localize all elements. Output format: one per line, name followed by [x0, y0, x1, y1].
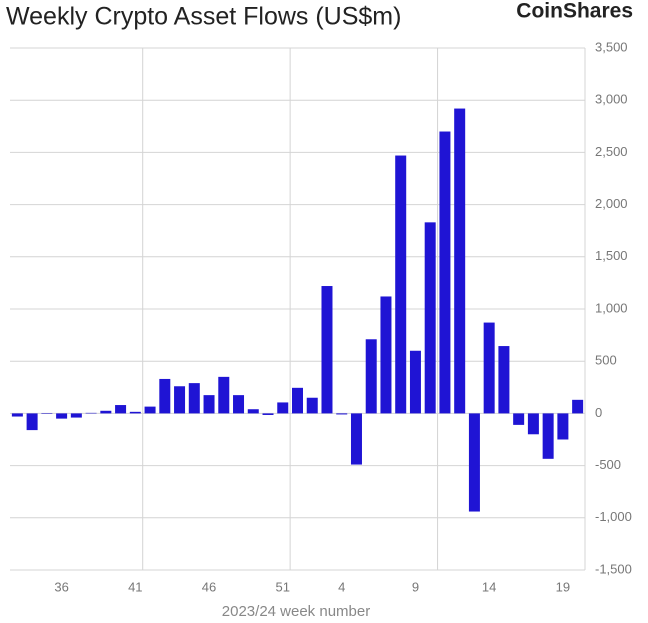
bar	[218, 376, 230, 414]
bar	[56, 413, 68, 419]
bar	[409, 350, 421, 414]
bar	[557, 413, 569, 440]
x-tick-label: 51	[276, 579, 290, 594]
bar	[513, 413, 525, 425]
bar	[365, 339, 377, 414]
bar	[395, 155, 407, 414]
y-tick-label: -1,000	[595, 509, 632, 524]
bar	[26, 413, 38, 431]
x-tick-label: 46	[202, 579, 216, 594]
bar	[100, 410, 112, 414]
chart-title: Weekly Crypto Asset Flows (US$m)	[6, 3, 401, 31]
y-tick-label: -500	[595, 457, 621, 472]
x-tick-label: 36	[54, 579, 68, 594]
x-tick-label: 9	[412, 579, 419, 594]
x-axis-label: 2023/24 week number	[222, 603, 370, 620]
bar	[188, 383, 200, 414]
bar	[70, 413, 82, 418]
bar	[85, 412, 97, 414]
bar	[321, 286, 333, 414]
y-tick-label: 3,000	[595, 92, 628, 107]
bar	[262, 413, 274, 415]
bar	[498, 346, 510, 414]
bar	[483, 322, 495, 414]
bar	[306, 397, 318, 414]
bar	[424, 222, 436, 414]
bar	[129, 411, 141, 414]
y-tick-label: 500	[595, 353, 617, 368]
bar	[144, 406, 156, 414]
bar	[247, 409, 259, 414]
y-tick-label: 2,500	[595, 144, 628, 159]
bar	[454, 108, 466, 414]
bar	[115, 405, 127, 414]
brand-logo: CoinShares	[516, 0, 633, 23]
bar	[41, 413, 53, 414]
y-tick-label: 1,000	[595, 300, 628, 315]
x-tick-label: 19	[556, 579, 570, 594]
y-tick-label: 3,500	[595, 39, 628, 54]
bar	[233, 395, 245, 414]
x-tick-label: 41	[128, 579, 142, 594]
bar	[277, 402, 289, 414]
y-tick-label: 0	[595, 405, 602, 420]
bar	[174, 386, 186, 414]
y-tick-label: 2,000	[595, 196, 628, 211]
bar	[350, 413, 362, 465]
y-tick-label: -1,500	[595, 561, 632, 576]
y-tick-label: 1,500	[595, 248, 628, 263]
x-tick-label: 14	[482, 579, 496, 594]
bar	[292, 387, 303, 414]
bar	[572, 399, 584, 414]
bar	[159, 378, 171, 414]
bar	[336, 413, 348, 415]
bar	[527, 413, 539, 435]
bar	[439, 131, 451, 414]
bar	[542, 413, 554, 459]
bar	[11, 413, 23, 417]
bar	[203, 395, 215, 414]
x-tick-label: 4	[338, 579, 345, 594]
bar	[468, 413, 480, 512]
bar	[380, 296, 392, 414]
